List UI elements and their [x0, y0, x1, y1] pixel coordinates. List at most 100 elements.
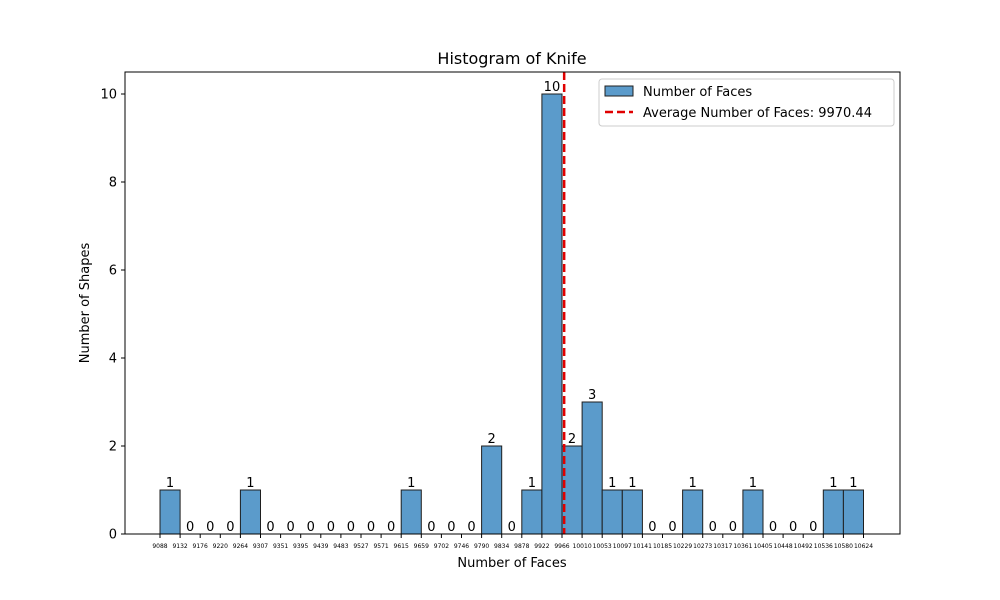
bar-value-label: 1	[246, 476, 254, 491]
bar-value-label: 2	[568, 432, 576, 447]
bar-value-label: 0	[729, 520, 737, 535]
bar-value-label: 2	[488, 432, 496, 447]
bar-value-label: 1	[608, 476, 616, 491]
bar-value-label: 0	[327, 520, 335, 535]
legend-bar-swatch	[604, 85, 634, 97]
y-tick-label: 8	[109, 176, 117, 191]
legend-line-label: Average Number of Faces: 9970.44	[643, 106, 872, 121]
x-tick-label: 9483	[333, 543, 348, 550]
bar-value-label: 0	[668, 520, 676, 535]
bar-value-label: 0	[648, 520, 656, 535]
bar-value-label: 1	[528, 476, 536, 491]
bar-value-label: 1	[166, 476, 174, 491]
x-tick-label: 10053	[593, 543, 612, 550]
bar-value-label: 0	[447, 520, 455, 535]
x-tick-label: 9966	[554, 543, 569, 550]
histogram-bar	[581, 401, 603, 535]
bar-value-label: 0	[307, 520, 315, 535]
histogram-bar	[400, 489, 422, 535]
x-tick-label: 10141	[633, 543, 652, 550]
bar-value-label: 0	[387, 520, 395, 535]
x-tick-label: 9790	[474, 543, 489, 550]
bar-value-label: 0	[186, 520, 194, 535]
x-tick-label: 10361	[733, 543, 752, 550]
legend-bar-label: Number of Faces	[643, 85, 752, 100]
histogram-bar	[159, 489, 181, 535]
bar-value-label: 0	[367, 520, 375, 535]
histogram-bar	[822, 489, 844, 535]
x-tick-label: 9395	[293, 543, 308, 550]
bar-value-label: 0	[427, 520, 435, 535]
x-tick-label: 9659	[414, 543, 429, 550]
x-tick-label: 10448	[774, 543, 793, 550]
x-tick-label: 10185	[653, 543, 672, 550]
bar-value-label: 0	[508, 520, 516, 535]
bar-value-label: 0	[206, 520, 214, 535]
bar-value-label: 0	[809, 520, 817, 535]
bar-value-label: 0	[226, 520, 234, 535]
x-tick-label: 9878	[514, 543, 529, 550]
x-tick-label: 10317	[713, 543, 732, 550]
histogram-bar	[742, 489, 764, 535]
legend: Number of Faces Average Number of Faces: …	[598, 78, 895, 127]
bar-value-label: 0	[789, 520, 797, 535]
x-tick-label: 9176	[193, 543, 208, 550]
bar-value-label: 0	[287, 520, 295, 535]
x-tick-label: 10405	[753, 543, 772, 550]
y-tick-label: 10	[100, 88, 117, 103]
chart-title: Histogram of Knife	[437, 49, 586, 68]
x-tick-label: 10010	[573, 543, 592, 550]
histogram-bar	[481, 445, 503, 535]
x-tick-label: 9351	[273, 543, 288, 550]
y-tick-label: 0	[109, 528, 117, 543]
x-tick-label: 9264	[233, 543, 248, 550]
histogram-bar	[682, 489, 704, 535]
bar-value-label: 1	[689, 476, 697, 491]
y-tick-label: 2	[109, 440, 117, 455]
bar-value-label: 0	[467, 520, 475, 535]
bar-value-label: 1	[628, 476, 636, 491]
bar-value-label: 0	[266, 520, 274, 535]
bar-value-label: 10	[544, 80, 561, 95]
histogram-bar	[621, 489, 643, 535]
x-axis-label: Number of Faces	[457, 556, 566, 571]
x-tick-label: 9132	[172, 543, 187, 550]
histogram-bar	[521, 489, 543, 535]
bar-value-label: 0	[347, 520, 355, 535]
x-tick-label: 9571	[373, 543, 388, 550]
x-tick-label: 9746	[454, 543, 469, 550]
x-tick-label: 10536	[814, 543, 833, 550]
y-tick-label: 6	[109, 264, 117, 279]
x-tick-label: 9834	[494, 543, 509, 550]
x-tick-label: 9922	[534, 543, 549, 550]
x-tick-label: 9439	[313, 543, 328, 550]
x-tick-label: 10273	[693, 543, 712, 550]
x-tick-label: 10097	[613, 543, 632, 550]
histogram-bar	[541, 93, 563, 535]
legend-box	[598, 78, 895, 127]
bar-value-label: 1	[407, 476, 415, 491]
x-tick-label: 9220	[213, 543, 228, 550]
histogram-bar	[842, 489, 865, 535]
bar-value-label: 0	[709, 520, 717, 535]
x-tick-label: 9615	[394, 543, 409, 550]
x-tick-label: 10229	[673, 543, 692, 550]
x-tick-label: 10624	[854, 543, 873, 550]
x-tick-label: 10580	[834, 543, 853, 550]
bar-value-label: 1	[749, 476, 757, 491]
x-tick-label: 9088	[152, 543, 167, 550]
y-axis-label: Number of Shapes	[78, 243, 93, 364]
bar-value-label: 1	[849, 476, 857, 491]
bar-value-label: 1	[829, 476, 837, 491]
plot-frame	[124, 71, 901, 535]
x-tick-label: 9702	[434, 543, 449, 550]
x-tick-label: 9527	[353, 543, 368, 550]
y-tick-label: 4	[109, 352, 117, 367]
bar-value-label: 0	[769, 520, 777, 535]
bar-value-label: 3	[588, 388, 596, 403]
x-tick-label: 9307	[253, 543, 268, 550]
x-tick-label: 10492	[794, 543, 813, 550]
histogram-bar	[239, 489, 261, 535]
